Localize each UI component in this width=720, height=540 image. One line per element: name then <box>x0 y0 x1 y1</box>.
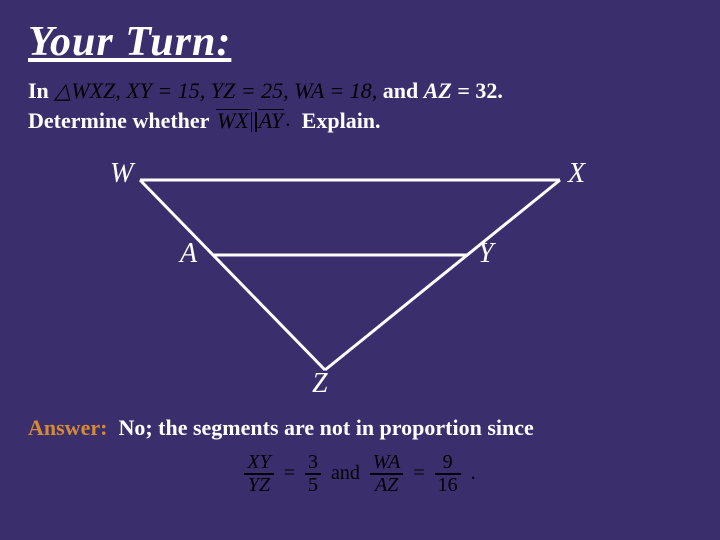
given-4-eq: = 32. <box>452 78 503 103</box>
triangle-svg <box>120 150 600 400</box>
answer-label: Answer: <box>28 415 107 440</box>
given-4-var: AZ <box>424 78 452 103</box>
period: . <box>285 106 291 132</box>
slide: Your Turn: In △WXZ, XY = 15, YZ = 25, WA… <box>0 0 720 540</box>
frac1-den: YZ <box>245 475 273 496</box>
segment-wx: WX <box>216 109 250 132</box>
frac1-num: XY <box>244 452 273 473</box>
answer-line: Answer: No; the segments are not in prop… <box>28 415 708 441</box>
proportion-expression: XY YZ = 3 5 and WA AZ = 9 16 . <box>0 452 720 496</box>
slide-title: Your Turn: <box>28 18 231 66</box>
parallel-icon <box>251 112 257 132</box>
in-word: In <box>28 78 49 103</box>
line-xz <box>325 180 560 370</box>
vertex-z: Z <box>312 368 328 400</box>
parallel-expression: WX AY . <box>215 106 291 132</box>
answer-text: No; the segments are not in proportion s… <box>118 415 533 440</box>
triangle-lines <box>140 180 560 370</box>
and-middle: and <box>331 462 360 485</box>
parallel-bar-2 <box>255 112 257 132</box>
given-1: XY = 15, <box>126 78 205 103</box>
fraction-3: WA AZ <box>370 452 403 496</box>
vertex-x: X <box>568 158 585 190</box>
frac4-num: 9 <box>440 452 456 473</box>
equals-1: = <box>284 462 295 485</box>
vertex-y: Y <box>478 238 494 270</box>
line-wz <box>140 180 325 370</box>
triangle-diagram: W X A Y Z <box>120 150 600 400</box>
problem-line-2: Determine whether WX AY . Explain. <box>28 106 381 134</box>
fraction-4: 9 16 <box>435 452 461 496</box>
vertex-w: W <box>110 158 133 190</box>
given-2: YZ = 25, <box>211 78 289 103</box>
determine-word: Determine whether <box>28 108 209 133</box>
fraction-1: XY YZ <box>244 452 273 496</box>
and-word: and <box>383 78 418 103</box>
frac4-den: 16 <box>435 475 461 496</box>
vertex-a: A <box>180 238 197 270</box>
problem-line-1: In △WXZ, XY = 15, YZ = 25, WA = 18, and … <box>28 78 503 104</box>
parallel-bar-1 <box>251 112 253 132</box>
given-3: WA = 18, <box>294 78 377 103</box>
tail-period: . <box>471 462 476 485</box>
frac2-den: 5 <box>305 475 321 496</box>
triangle-name: △WXZ, <box>54 78 120 103</box>
fraction-2: 3 5 <box>305 452 321 496</box>
equals-2: = <box>413 462 424 485</box>
explain-word: Explain. <box>302 108 381 133</box>
fraction-group: XY YZ = 3 5 and WA AZ = 9 16 . <box>244 452 475 496</box>
segment-ay: AY <box>258 109 284 132</box>
frac3-num: WA <box>370 452 403 473</box>
frac3-den: AZ <box>372 475 401 496</box>
frac2-num: 3 <box>305 452 321 473</box>
title-text: Your Turn: <box>28 19 231 65</box>
